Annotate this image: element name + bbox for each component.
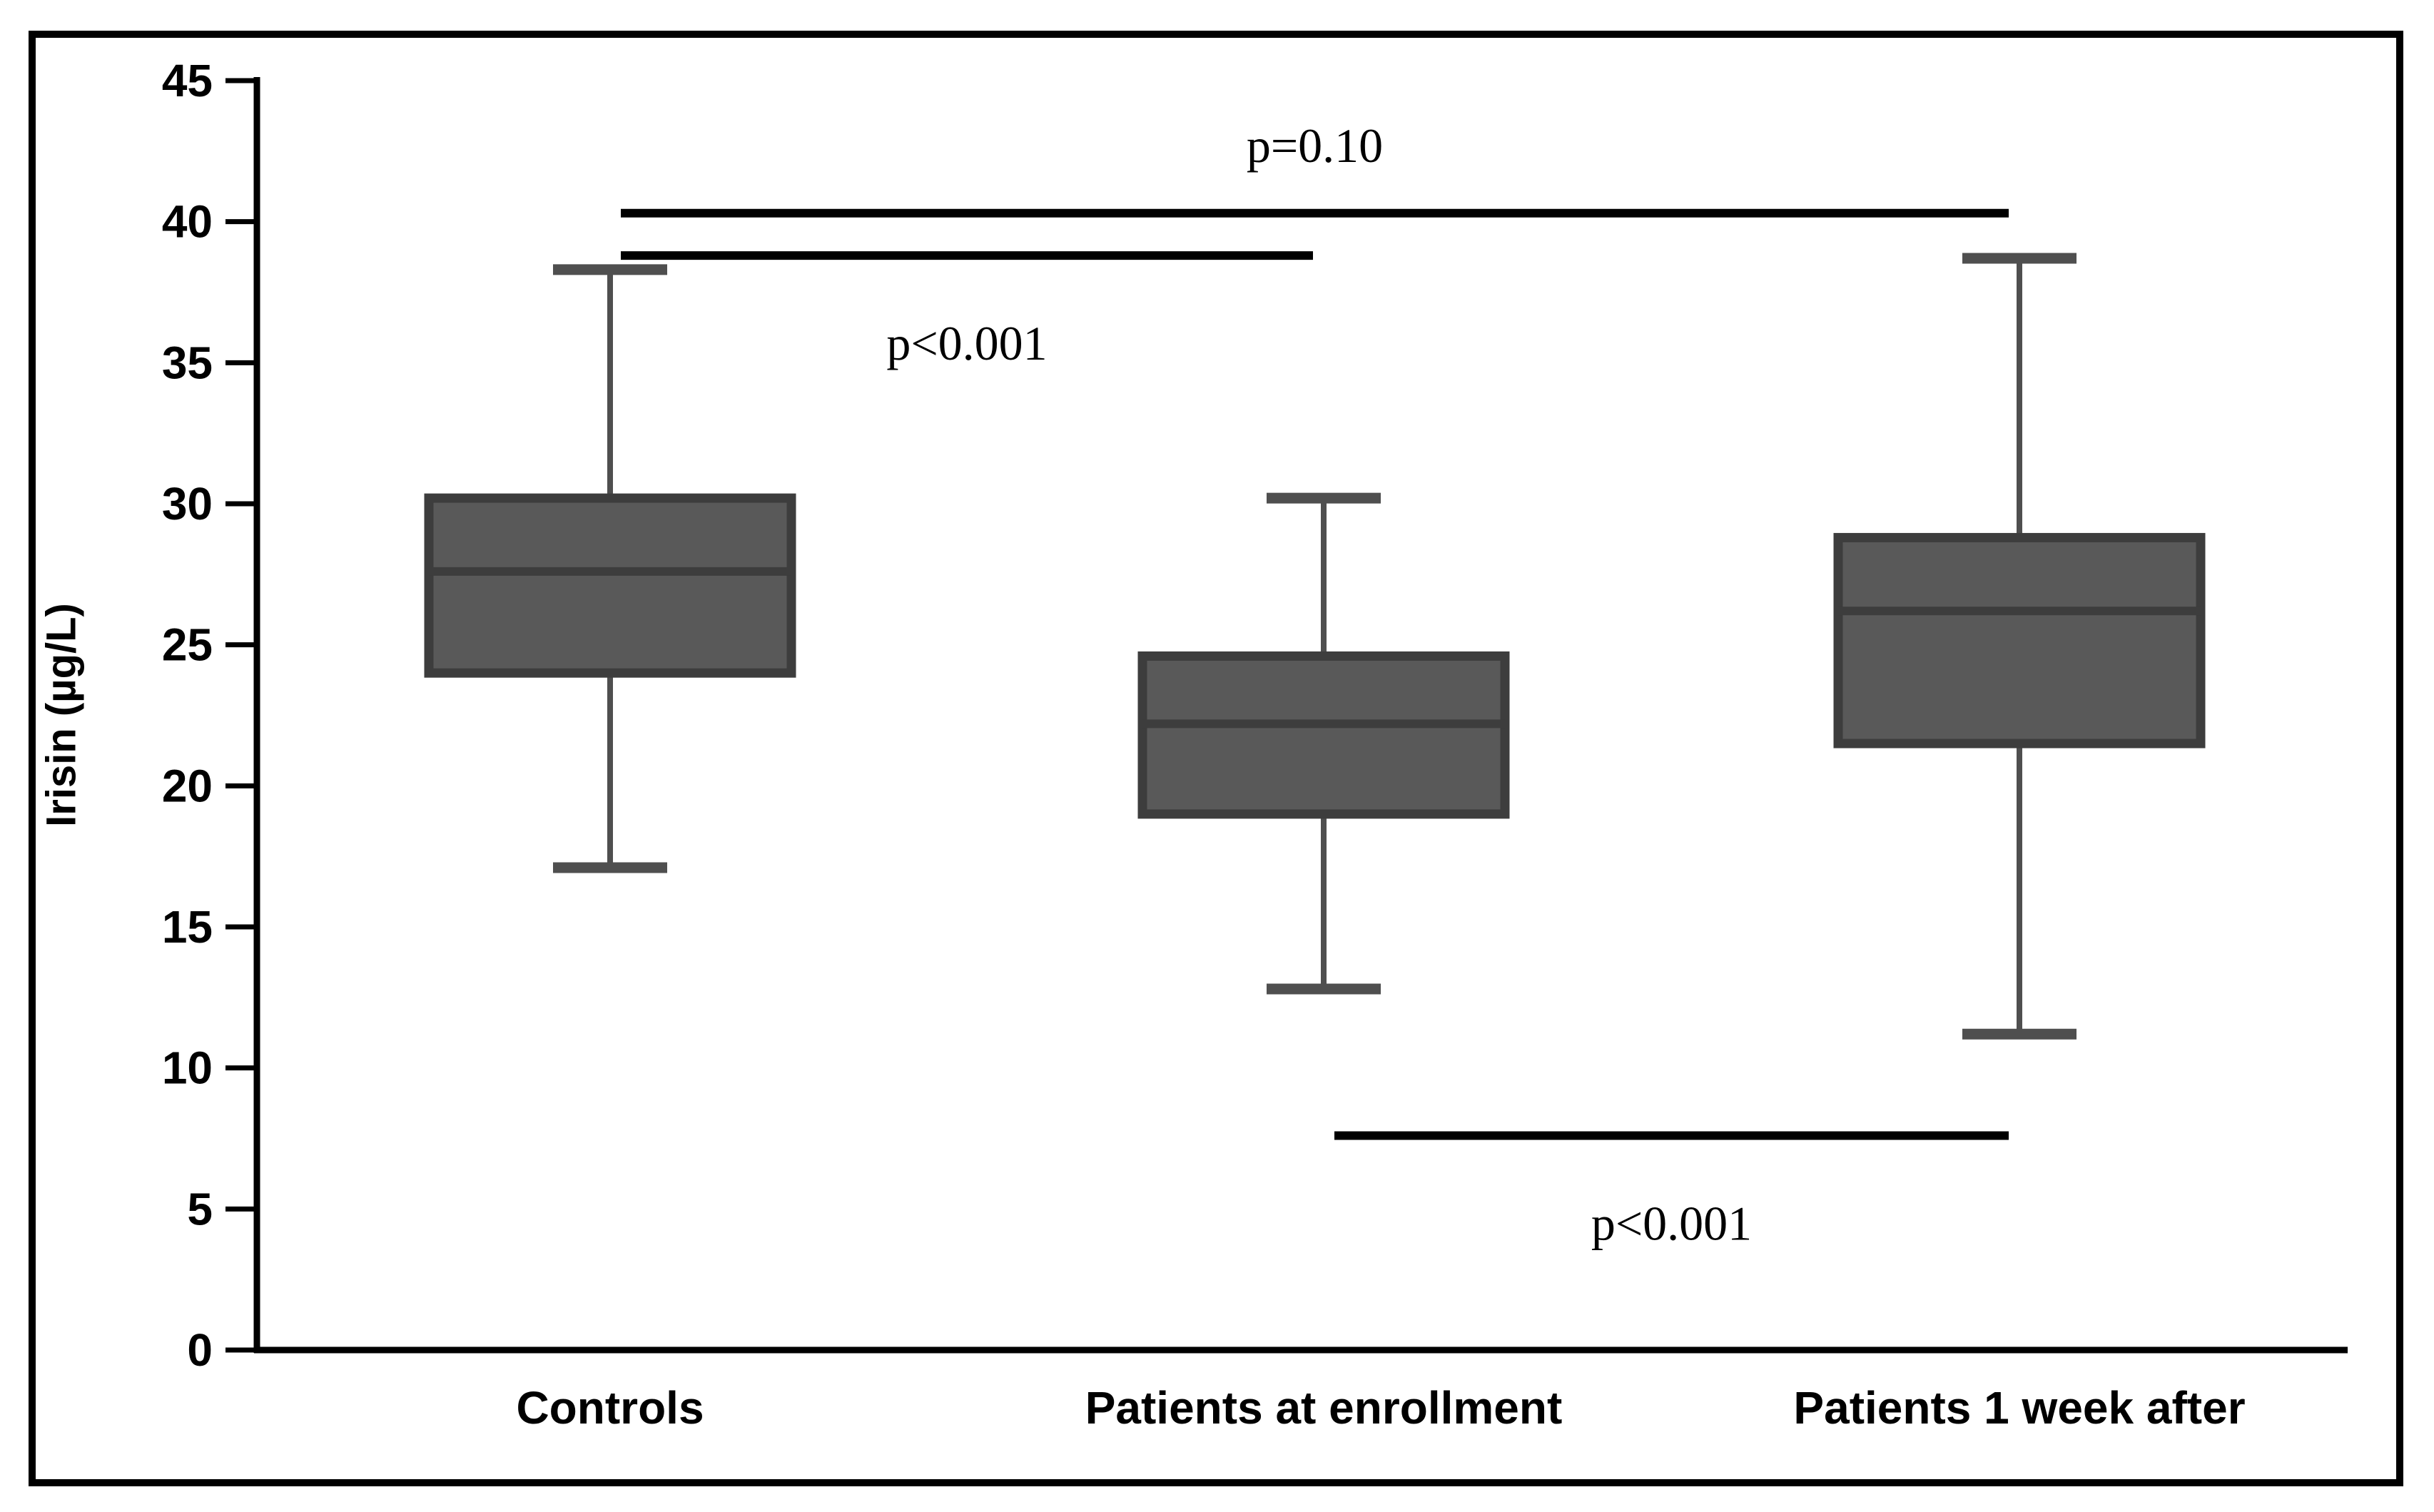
figure-border [29,31,2403,1486]
y-tick-label: 20 [162,760,213,811]
y-axis-title: Irisin (µg/L) [39,603,85,827]
p-value-label-0: p=0.10 [1247,118,1383,173]
p-value-label-2: p<0.001 [1591,1197,1752,1251]
y-tick-label: 15 [162,901,213,953]
y-tick-label: 30 [162,478,213,529]
box-0 [424,493,796,678]
y-tick-label: 40 [162,196,213,248]
y-tick-label: 5 [187,1183,213,1234]
y-tick-label: 10 [162,1042,213,1094]
y-tick-label: 45 [162,55,213,106]
y-tick-label: 35 [162,337,213,388]
p-value-label-1: p<0.001 [886,316,1047,370]
box-2 [1833,532,2206,749]
category-label-0: Controls [516,1382,704,1434]
y-tick-label: 25 [162,619,213,671]
box-1 [1137,651,1510,819]
y-tick-label: 0 [187,1324,213,1376]
category-label-1: Patients at enrollment [1085,1382,1563,1434]
category-label-2: Patients 1 week after [1793,1382,2245,1434]
